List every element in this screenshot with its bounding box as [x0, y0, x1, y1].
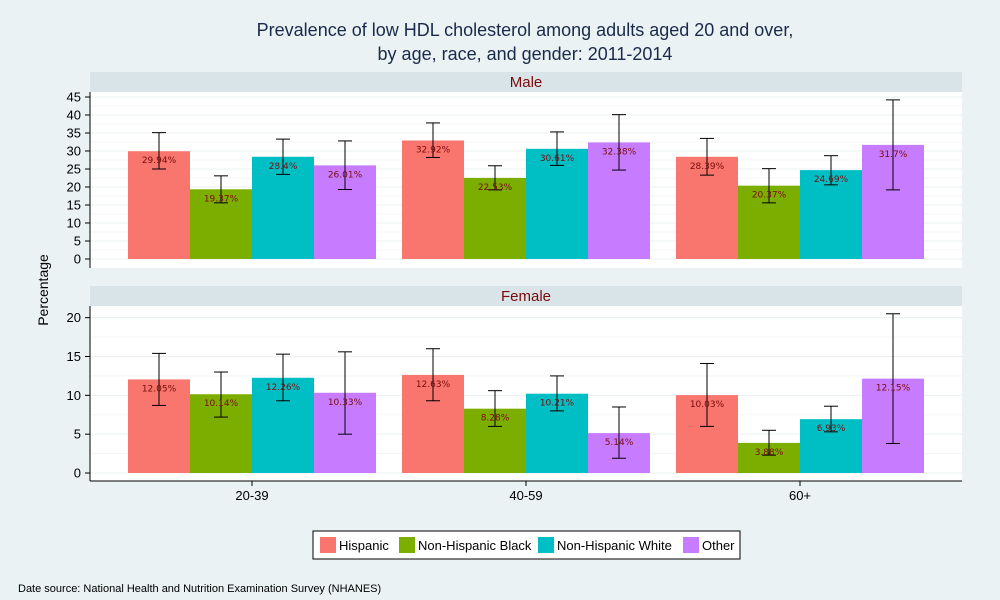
data-label: 30.61%	[540, 154, 575, 164]
data-label: 3.88%	[755, 448, 784, 458]
y-tick-label: 45	[67, 90, 81, 105]
data-label: 12.63%	[416, 380, 451, 390]
data-label: 12.26%	[266, 383, 301, 393]
chart-title-line2: by age, race, and gender: 2011-2014	[378, 44, 673, 64]
legend-swatch-other	[683, 537, 699, 553]
y-tick-label: 20	[67, 310, 81, 325]
legend-swatch-non-hispanic-white	[538, 537, 554, 553]
legend-label-non-hispanic-white: Non-Hispanic White	[557, 538, 672, 553]
data-label: 6.93%	[817, 424, 846, 434]
y-tick-label: 25	[67, 162, 81, 177]
panel-strip-label: Male	[510, 74, 543, 91]
data-label: 5.14%	[605, 438, 634, 448]
legend-label-other: Other	[702, 538, 735, 553]
legend-swatch-hispanic	[320, 537, 336, 553]
data-label: 19.37%	[204, 194, 239, 204]
panels-layer: Male 0 5 10 15 20 25 30 35 40 45 29.94% 32.92% 28.39%…	[67, 72, 962, 481]
y-tick-label: 40	[67, 108, 81, 123]
data-label: 8.28%	[481, 414, 510, 424]
data-label: 10.33%	[328, 398, 363, 408]
legend-label-hispanic: Hispanic	[339, 538, 389, 553]
data-label: 10.03%	[690, 400, 725, 410]
y-tick-label: 15	[67, 349, 81, 364]
panel-female: Female 0 5 10 15 20 12.05% 12.63% 10.03% 10.14% 8.…	[67, 286, 962, 481]
panel-strip	[90, 286, 962, 306]
y-tick-label: 10	[67, 216, 81, 231]
panel-male: Male 0 5 10 15 20 25 30 35 40 45 29.94% 32.92% 28.39%…	[67, 72, 962, 268]
y-tick-label: 5	[74, 234, 81, 249]
data-label: 22.53%	[478, 183, 513, 193]
y-tick-label: 30	[67, 144, 81, 159]
legend-swatch-non-hispanic-black	[399, 537, 415, 553]
legend: Hispanic Non-Hispanic Black Non-Hispanic W…	[312, 530, 741, 560]
x-tick-label: 20-39	[235, 488, 268, 503]
data-label: 20.37%	[752, 191, 787, 201]
y-axis-label: Percentage	[35, 254, 51, 326]
data-label: 32.92%	[416, 145, 451, 155]
data-label: 12.15%	[876, 384, 911, 394]
y-tick-label: 20	[67, 180, 81, 195]
legend-label-non-hispanic-black: Non-Hispanic Black	[418, 538, 532, 553]
y-tick-label: 5	[74, 427, 81, 442]
bar-hispanic	[402, 140, 464, 259]
chart-title-line1: Prevalence of low HDL cholesterol among …	[257, 20, 794, 40]
data-label: 10.21%	[540, 399, 575, 409]
data-label: 24.69%	[814, 175, 849, 185]
source-note: Date source: National Health and Nutriti…	[18, 583, 381, 595]
data-label: 28.39%	[690, 162, 725, 172]
bar-non-hispanic-black	[464, 177, 526, 259]
y-tick-label: 0	[74, 252, 81, 267]
y-tick-label: 15	[67, 198, 81, 213]
x-tick-label: 40-59	[509, 488, 542, 503]
data-label: 12.05%	[142, 384, 177, 394]
x-tick-label: 60+	[789, 488, 811, 503]
legend-box	[312, 530, 741, 560]
data-label: 26.01%	[328, 170, 363, 180]
data-label: 10.14%	[204, 399, 239, 409]
data-label: 29.94%	[142, 156, 177, 166]
data-label: 32.38%	[602, 147, 637, 157]
bar-non-hispanic-white	[526, 148, 588, 259]
y-tick-label: 35	[67, 126, 81, 141]
panel-strip-label: Female	[501, 288, 551, 305]
y-tick-label: 0	[74, 466, 81, 481]
data-label: 31.7%	[879, 150, 908, 160]
x-axis: 20-39 40-59 60+	[90, 480, 962, 503]
y-tick-label: 10	[67, 388, 81, 403]
panel-strip	[90, 72, 962, 92]
data-label: 28.4%	[269, 162, 298, 172]
